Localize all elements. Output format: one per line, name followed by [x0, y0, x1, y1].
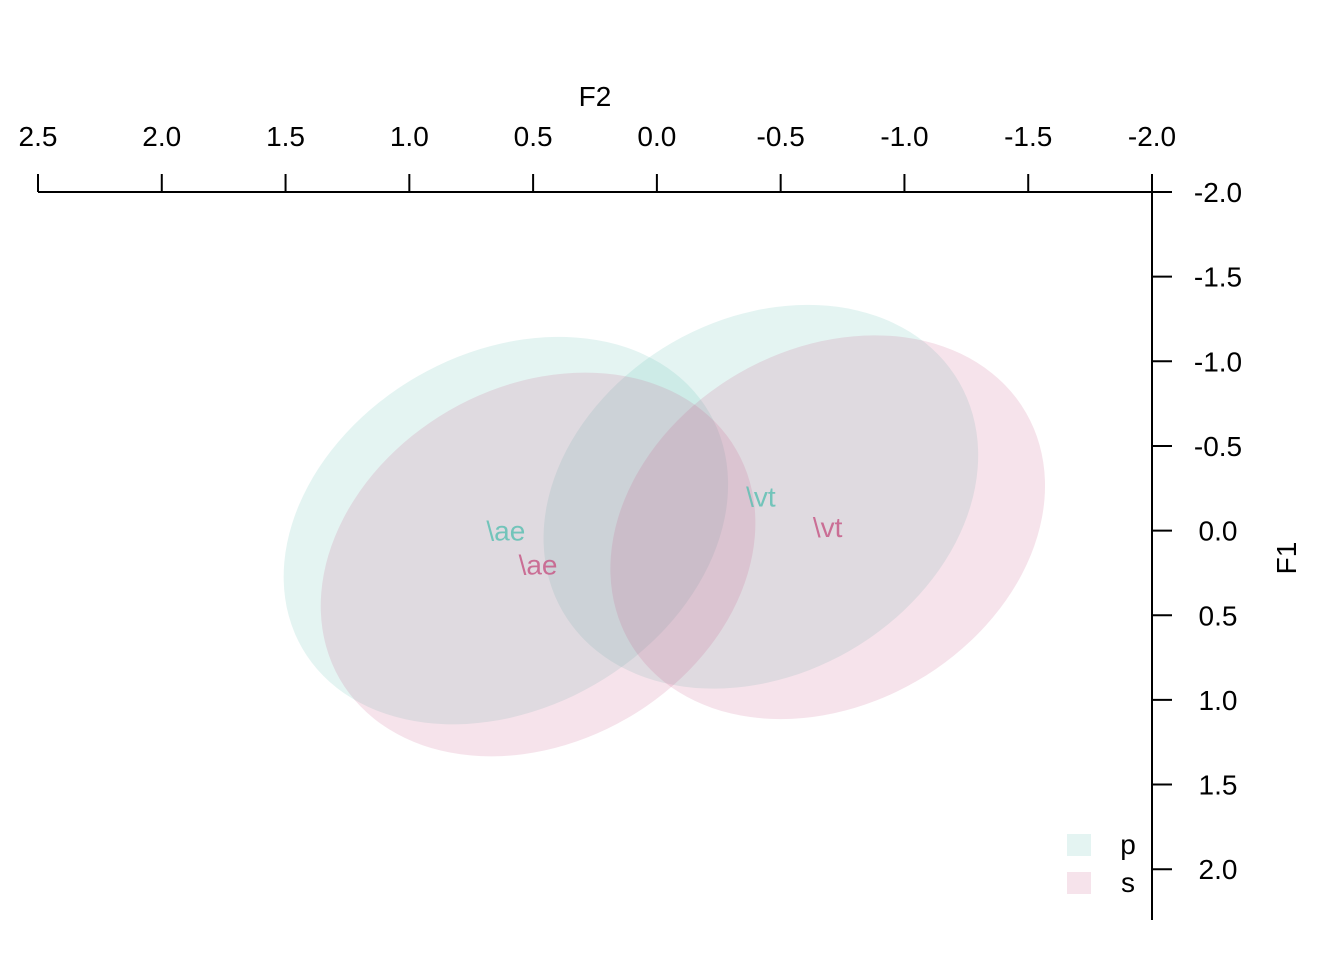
legend-label-s: s: [1121, 867, 1135, 898]
vowel-label-p-ae: \ae: [486, 516, 525, 547]
x-axis-ticks: 2.5 2.0 1.5 1.0 0.5 0.0 -0.5 -1.0 -1.5 -2.0: [19, 121, 1176, 192]
x-axis-top: 2.5 2.0 1.5 1.0 0.5 0.0 -0.5 -1.0 -1.5 -2.0 F2: [19, 81, 1176, 193]
x-tick-label: 0.0: [637, 121, 676, 152]
x-tick-label: 2.5: [19, 121, 58, 152]
ellipse-s-ae: [320, 372, 756, 757]
y-tick-label: -0.5: [1194, 431, 1242, 462]
legend-swatch-p: [1067, 834, 1091, 856]
ellipse-p-ae: [283, 336, 729, 725]
y-tick-label: 1.0: [1199, 685, 1238, 716]
y-tick-label: 1.5: [1199, 770, 1238, 801]
y-tick-label: -2.0: [1194, 177, 1242, 208]
y-axis-title: F1: [1271, 542, 1302, 575]
legend-label-p: p: [1120, 829, 1136, 860]
x-tick-label: 0.5: [514, 121, 553, 152]
ellipse-p-vt: [543, 304, 979, 689]
y-tick-label: 2.0: [1199, 854, 1238, 885]
x-tick-label: -2.0: [1128, 121, 1176, 152]
x-tick-label: 1.5: [266, 121, 305, 152]
x-tick-label: 1.0: [390, 121, 429, 152]
x-axis-title: F2: [579, 81, 612, 112]
y-tick-label: -1.0: [1194, 346, 1242, 377]
x-tick-label: 2.0: [142, 121, 181, 152]
vowel-label-s-vt: \vt: [813, 512, 843, 543]
vowel-label-p-vt: \vt: [746, 482, 776, 513]
legend-swatch-s: [1067, 872, 1091, 894]
y-tick-label: -1.5: [1194, 262, 1242, 293]
x-tick-label: -1.5: [1004, 121, 1052, 152]
legend: ps: [1067, 829, 1136, 898]
vowel-label-layer: \ae \vt \ae \vt: [486, 482, 842, 581]
x-tick-label: -0.5: [757, 121, 805, 152]
y-tick-label: 0.0: [1199, 516, 1238, 547]
x-tick-label: -1.0: [880, 121, 928, 152]
ellipse-layer: [283, 304, 1046, 757]
y-axis-right: -2.0 -1.5 -1.0 -0.5 0.0 0.5 1.0 1.5 2.0 F1: [1151, 177, 1302, 920]
y-axis-ticks: -2.0 -1.5 -1.0 -0.5 0.0 0.5 1.0 1.5 2.0: [1152, 177, 1242, 885]
y-tick-label: 0.5: [1199, 600, 1238, 631]
ellipse-s-vt: [610, 335, 1046, 720]
vowel-label-s-ae: \ae: [519, 549, 558, 580]
